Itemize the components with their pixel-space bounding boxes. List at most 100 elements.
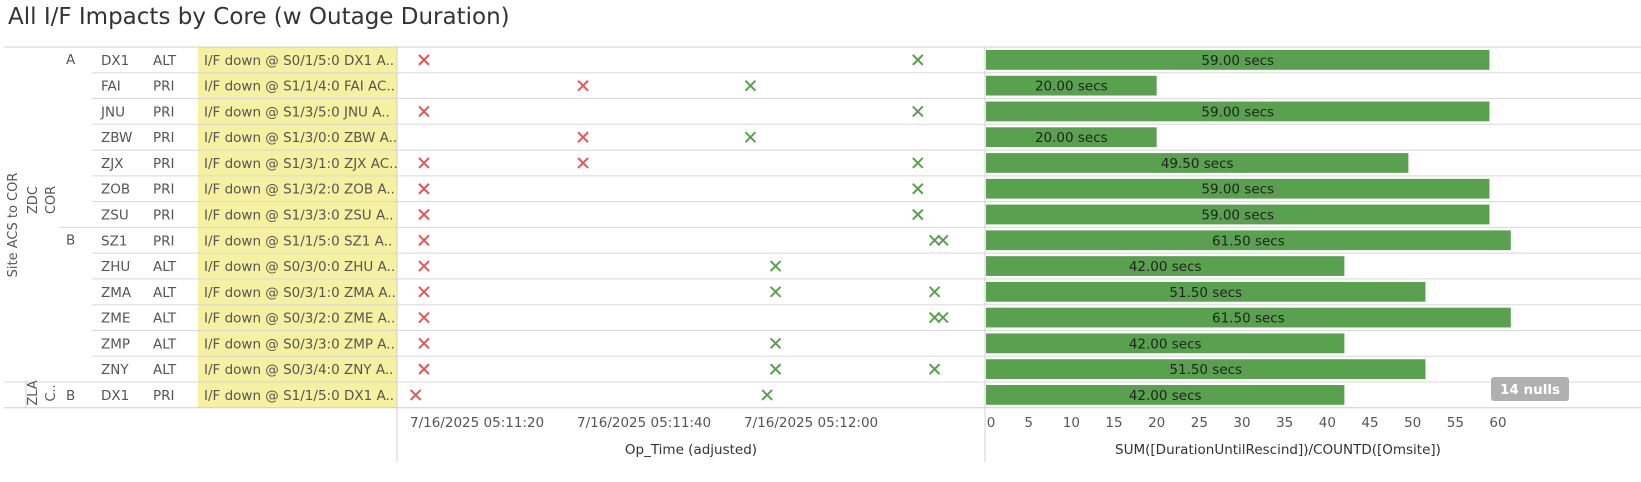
down-mark — [418, 183, 430, 195]
row-event-label: I/F down @ S1/3/3:0 ZSU A.. — [204, 208, 394, 224]
header-site-acs-to-cor: Site ACS to COR — [6, 173, 21, 278]
row-site-label: ZSU — [101, 208, 129, 224]
bar-x-tick-label: 25 — [1191, 415, 1208, 431]
down-mark — [577, 79, 589, 92]
down-mark — [577, 157, 589, 169]
down-mark — [418, 337, 430, 350]
down-mark — [418, 260, 430, 272]
duration-bar-label: 59.00 secs — [1201, 104, 1274, 120]
row-role-label: PRI — [153, 233, 175, 249]
row-group-label: B — [66, 388, 75, 404]
duration-bar — [986, 256, 1345, 276]
row-site-label: ZHU — [101, 259, 130, 275]
down-mark — [577, 131, 589, 143]
header-cor: COR — [44, 186, 59, 214]
row-role-label: ALT — [153, 311, 177, 327]
row-site-label: JNU — [100, 104, 125, 120]
duration-bar-label: 51.50 secs — [1169, 362, 1242, 378]
row-event-label: I/F down @ S1/3/0:0 ZBW A.. — [204, 130, 397, 146]
down-mark — [418, 311, 430, 324]
row-role-label: ALT — [153, 336, 177, 352]
row-site-label: FAI — [101, 79, 121, 95]
bar-x-tick-label: 15 — [1105, 415, 1122, 431]
scatter-x-tick-label: 7/16/2025 05:12:00 — [744, 415, 878, 431]
header-zdc: ZDC — [26, 186, 41, 214]
row-event-label: I/F down @ S0/3/4:0 ZNY A.. — [204, 362, 393, 378]
row-role-label: ALT — [153, 362, 177, 378]
row-site-label: ZOB — [101, 182, 130, 198]
up-mark — [928, 363, 941, 375]
duration-bar-label: 42.00 secs — [1129, 259, 1202, 275]
up-mark — [937, 234, 949, 246]
row-event-label: I/F down @ S1/1/5:0 SZ1 A.. — [204, 233, 392, 249]
up-mark — [937, 311, 949, 324]
duration-bar — [986, 307, 1511, 328]
up-mark — [928, 234, 941, 246]
duration-bar-label: 20.00 secs — [1035, 79, 1108, 95]
row-site-label: DX1 — [101, 388, 129, 404]
up-mark — [912, 105, 924, 118]
bar-x-tick-label: 35 — [1276, 415, 1293, 431]
row-role-label: ALT — [153, 259, 177, 275]
row-event-label: I/F down @ S1/1/4:0 FAI AC.. — [204, 79, 395, 95]
row-event-label: I/F down @ S1/3/1:0 ZJX AC.. — [204, 156, 398, 172]
bar-x-tick-label: 55 — [1447, 415, 1464, 431]
duration-bar-label: 42.00 secs — [1129, 388, 1202, 404]
duration-bar-label: 20.00 secs — [1035, 130, 1108, 146]
bar-x-tick-label: 60 — [1489, 415, 1506, 431]
duration-bar-label: 51.50 secs — [1169, 285, 1242, 301]
down-mark — [418, 208, 430, 221]
up-mark — [912, 54, 924, 66]
bar-x-tick-label: 30 — [1233, 415, 1250, 431]
up-mark — [744, 79, 757, 92]
down-mark — [418, 105, 430, 118]
up-mark — [769, 337, 782, 350]
bar-x-tick-label: 5 — [1024, 415, 1033, 431]
duration-bar — [986, 204, 1490, 225]
bar-x-tick-label: 45 — [1361, 415, 1378, 431]
up-mark — [928, 286, 941, 298]
duration-bar-label: 59.00 secs — [1201, 53, 1274, 69]
duration-bar-label: 59.00 secs — [1201, 208, 1274, 224]
row-event-label: I/F down @ S0/3/0:0 ZHU A.. — [204, 259, 395, 275]
row-role-label: PRI — [153, 156, 175, 172]
up-mark — [769, 260, 782, 272]
up-mark — [769, 363, 782, 375]
chart-title: All I/F Impacts by Core (w Outage Durati… — [8, 4, 510, 30]
bar-x-tick-label: 10 — [1063, 415, 1080, 431]
duration-bar — [986, 153, 1409, 173]
duration-bar — [986, 178, 1490, 199]
row-site-label: ZJX — [101, 156, 123, 172]
down-mark — [418, 234, 430, 246]
row-site-label: ZMP — [101, 336, 130, 352]
up-mark — [744, 131, 757, 143]
bar-x-axis-title: SUM([DurationUntilRescind])/COUNTD([Omsi… — [1115, 442, 1441, 458]
row-event-label: I/F down @ S1/3/2:0 ZOB A.. — [204, 182, 395, 198]
bar-x-tick-label: 50 — [1404, 415, 1421, 431]
row-role-label: PRI — [153, 208, 175, 224]
row-role-label: PRI — [153, 130, 175, 146]
row-group-label: A — [66, 52, 76, 68]
duration-bar — [986, 385, 1345, 405]
duration-bar-label: 49.50 secs — [1161, 156, 1234, 172]
row-site-label: SZ1 — [101, 233, 127, 249]
nulls-badge-text: 14 nulls — [1500, 382, 1560, 398]
duration-bar — [986, 101, 1490, 122]
row-role-label: PRI — [153, 79, 175, 95]
duration-bar — [986, 333, 1345, 354]
down-mark — [418, 363, 430, 375]
row-role-label: PRI — [153, 182, 175, 198]
up-mark — [912, 183, 924, 195]
down-mark — [418, 157, 430, 169]
header-c: C.. — [44, 384, 59, 401]
row-site-label: DX1 — [101, 53, 129, 69]
row-role-label: ALT — [153, 53, 177, 69]
up-mark — [928, 311, 941, 324]
row-group-label: B — [66, 232, 75, 248]
duration-bar-label: 42.00 secs — [1129, 336, 1202, 352]
row-event-label: I/F down @ S0/3/1:0 ZMA A.. — [204, 285, 396, 301]
duration-bar-label: 61.50 secs — [1212, 311, 1285, 327]
header-zla: ZLA — [26, 380, 41, 405]
row-event-label: I/F down @ S0/1/5:0 DX1 A.. — [204, 53, 394, 69]
